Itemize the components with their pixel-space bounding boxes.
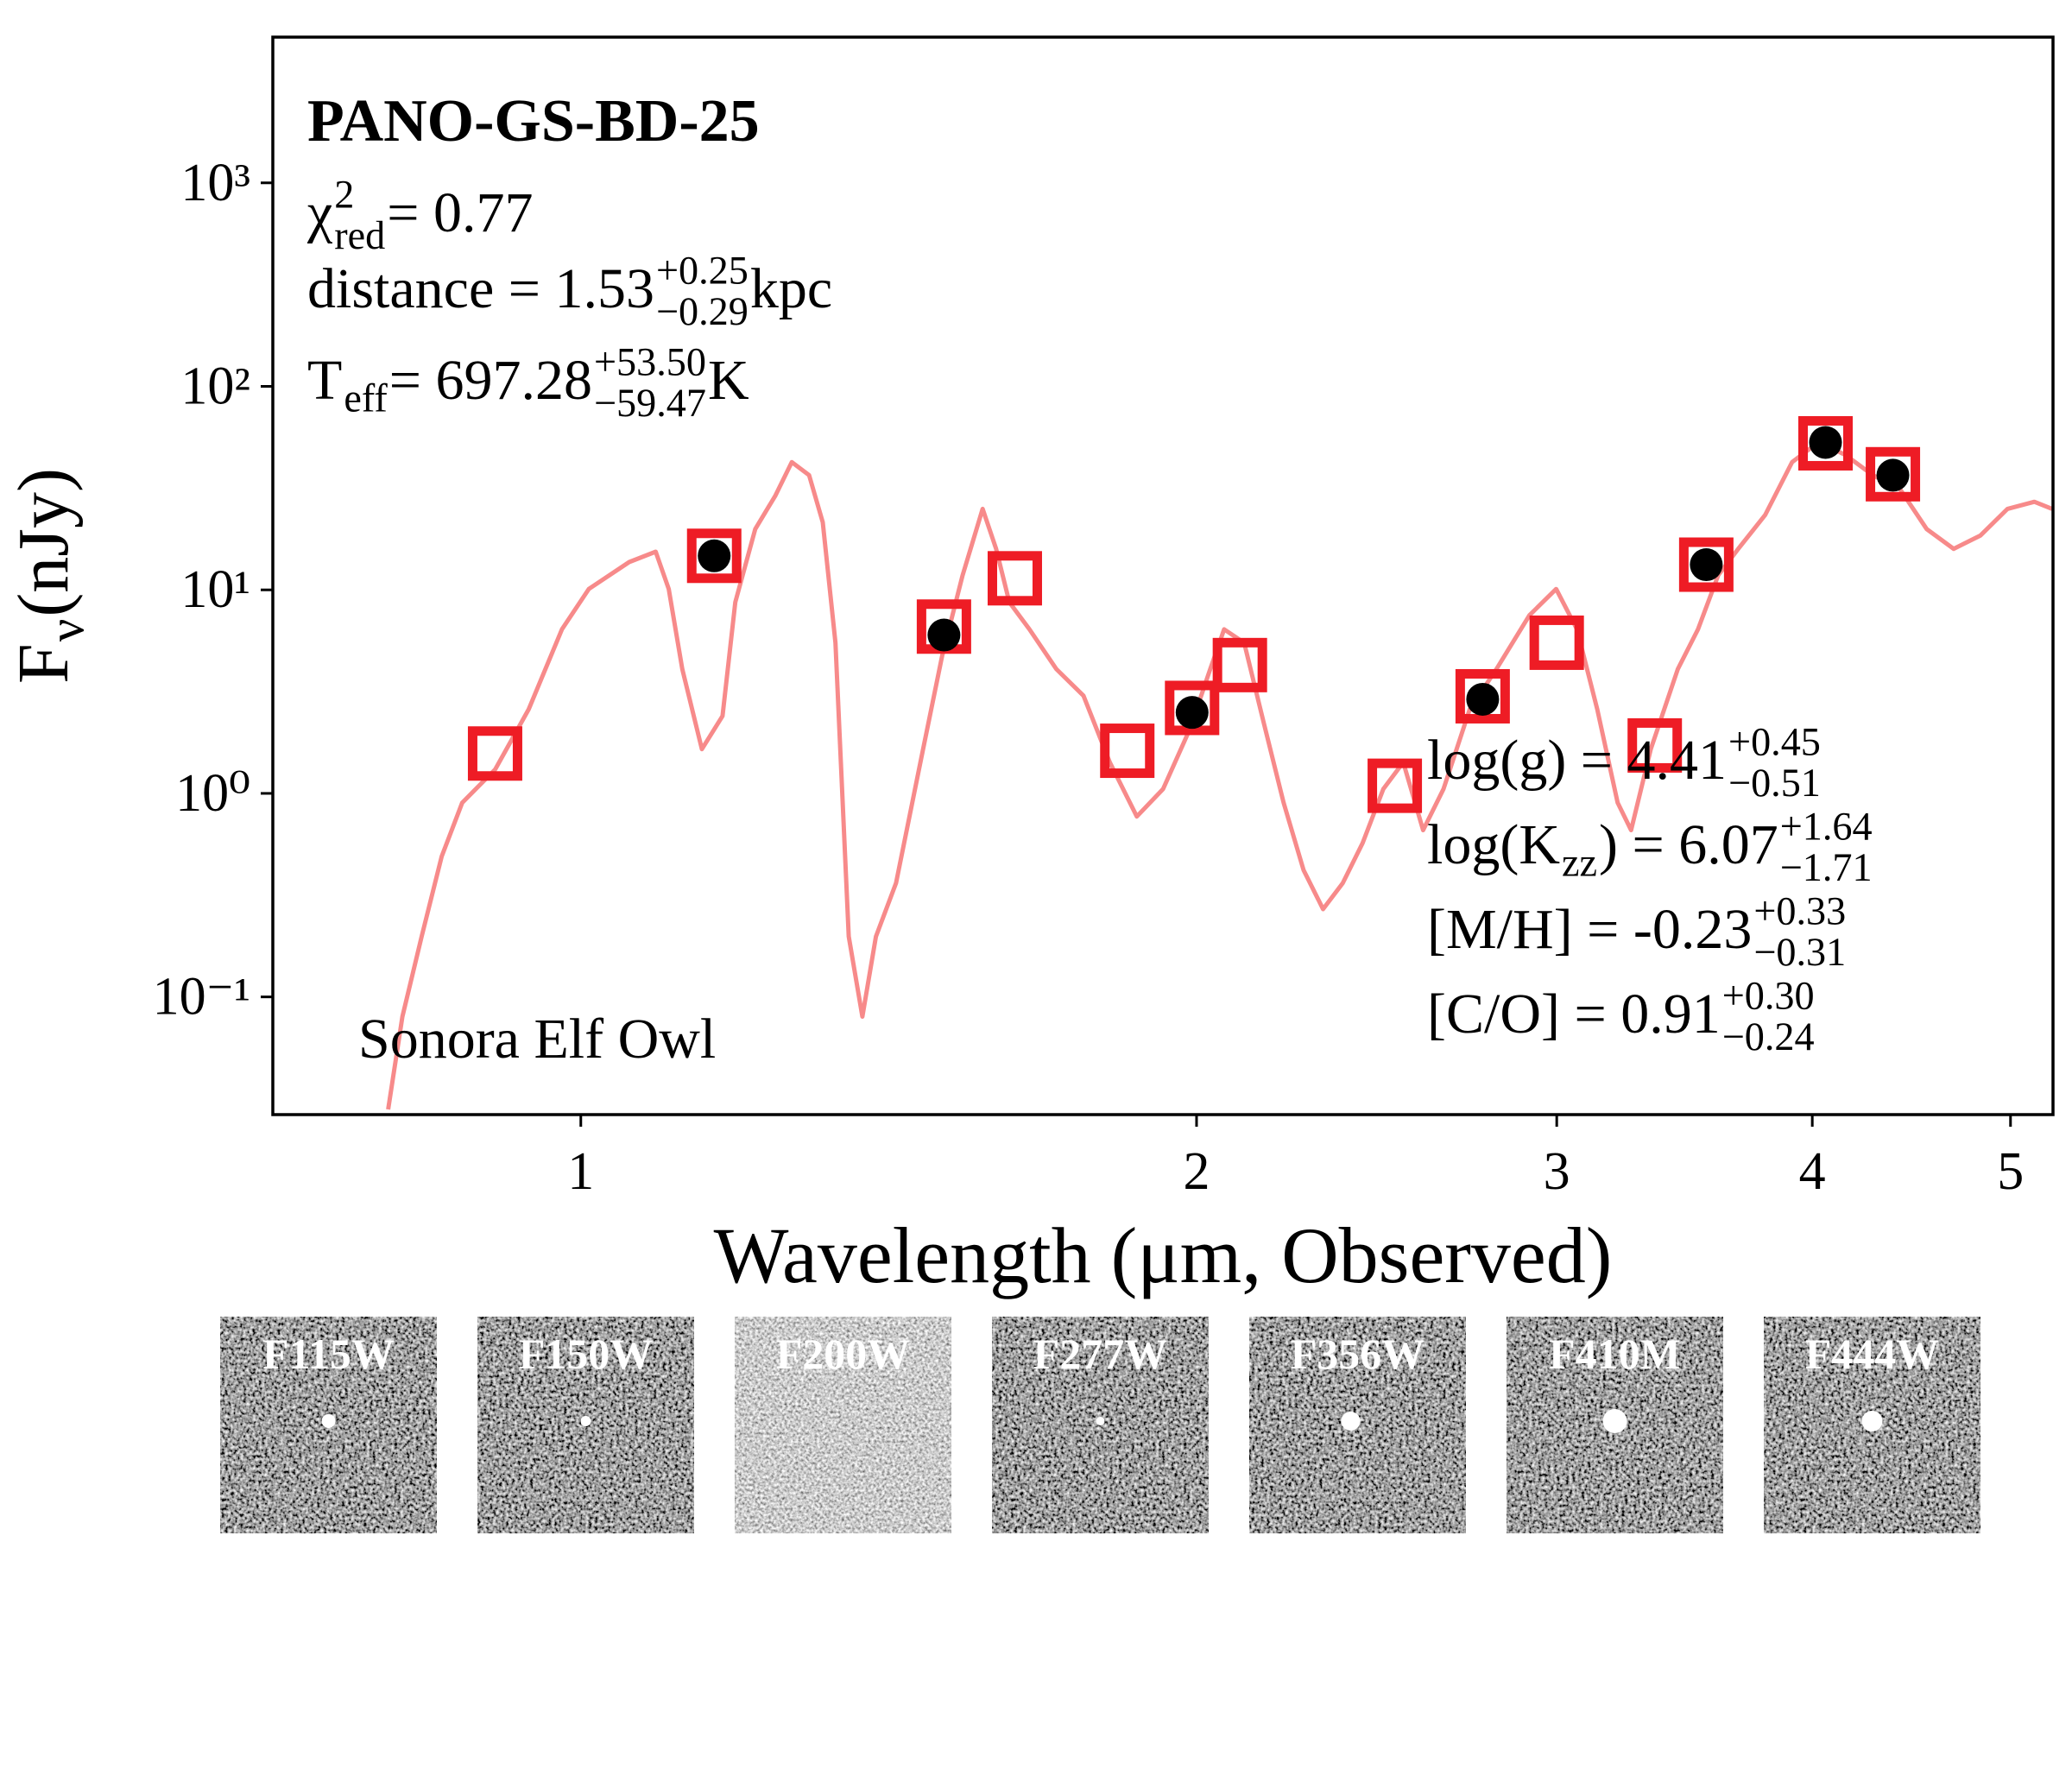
superscript: +0.25 — [656, 248, 749, 292]
observed-photometry — [1809, 426, 1842, 459]
subscript: ν — [38, 619, 94, 642]
text-part: μm — [1137, 1211, 1241, 1299]
observed-photometry — [927, 618, 961, 652]
text-part: kpc — [750, 257, 832, 320]
text-part: F — [3, 643, 84, 684]
y-tick-label: 10⁻¹ — [153, 968, 250, 1027]
cutout-label: F200W — [776, 1330, 911, 1378]
cutout-label: F277W — [1033, 1330, 1168, 1378]
subscript: −0.51 — [1728, 761, 1821, 805]
y-tick-label: 10¹ — [180, 560, 250, 619]
text-part: [M/H] = -0.23 — [1427, 898, 1752, 961]
cutout-label: F444W — [1805, 1330, 1940, 1378]
text-part: T — [307, 349, 342, 412]
source — [1096, 1417, 1105, 1425]
model-photometry — [467, 726, 522, 781]
x-tick-label: 2 — [1183, 1142, 1210, 1201]
superscript: 2 — [334, 172, 354, 216]
model-photometry — [1529, 615, 1584, 670]
model-photometry — [1165, 680, 1220, 736]
source — [321, 1414, 336, 1428]
plot-area — [386, 415, 2053, 1110]
plot-frame — [271, 35, 2055, 1116]
superscript: +53.50 — [594, 339, 706, 383]
text-part: K — [708, 349, 749, 412]
cutout-row: F115W F150W F200W F277W F356W F410M F444W — [220, 1317, 1980, 1533]
observed-photometry — [698, 539, 731, 572]
text-part: log(K — [1427, 813, 1560, 876]
cutout-label: F115W — [262, 1330, 395, 1378]
text-part: Wavelength ( — [714, 1211, 1138, 1299]
observed-photometry — [1876, 458, 1910, 492]
observed-photometry — [1175, 696, 1209, 730]
subscript: zz — [1562, 841, 1597, 885]
text-part: , Observed) — [1241, 1211, 1612, 1299]
observed-photometry — [1690, 548, 1723, 582]
model-photometry — [686, 528, 742, 584]
model-photometry — [1212, 637, 1267, 692]
text-part: χ — [306, 181, 332, 244]
x-tick-label: 3 — [1544, 1142, 1570, 1201]
x-axis-label: Wavelength (μm, Observed) — [714, 1211, 1613, 1299]
superscript: +0.30 — [1722, 973, 1815, 1017]
x-tick-label: 4 — [1799, 1142, 1826, 1201]
x-tick-label: 5 — [1997, 1142, 2024, 1201]
source — [1341, 1412, 1361, 1431]
text-part: log(g) = 4.41 — [1427, 729, 1727, 792]
model-photometry — [1627, 717, 1683, 773]
superscript: +0.45 — [1728, 719, 1821, 763]
x-tick-label: 1 — [567, 1142, 594, 1201]
cutout-label: F410M — [1549, 1330, 1681, 1378]
subscript: −0.29 — [656, 289, 749, 333]
subscript: −0.24 — [1722, 1014, 1815, 1058]
model-photometry — [1100, 724, 1155, 779]
y-tick-label: 10² — [180, 357, 250, 415]
subscript: −59.47 — [594, 381, 706, 425]
cutout-image — [735, 1317, 951, 1533]
cutout-label: F150W — [519, 1330, 654, 1378]
cutout-label: F356W — [1291, 1330, 1425, 1378]
model-photometry — [1797, 415, 1853, 471]
subscript: −0.31 — [1753, 930, 1846, 974]
model-photometry — [987, 551, 1042, 606]
text-part: = 697.28 — [389, 349, 592, 412]
text-part: Sonora Elf Owl — [358, 1008, 716, 1071]
source — [580, 1416, 591, 1426]
y-tick-label: 10³ — [180, 154, 250, 212]
text-part: [C/O] = 0.91 — [1427, 983, 1721, 1046]
subscript: eff — [344, 376, 388, 420]
source — [1602, 1409, 1627, 1433]
model-photometry — [1455, 668, 1510, 724]
y-tick-label: 10⁰ — [175, 764, 250, 823]
superscript: +0.33 — [1753, 888, 1846, 932]
subscript: red — [334, 213, 385, 257]
superscript: +1.64 — [1780, 804, 1873, 848]
text-part: distance = 1.53 — [307, 257, 654, 320]
model-photometry — [1866, 446, 1921, 502]
y-axis-label: Fν (nJy) — [3, 468, 94, 684]
observed-photometry — [1466, 682, 1500, 716]
source — [1861, 1411, 1883, 1431]
subscript: −1.71 — [1780, 845, 1873, 889]
model-photometry — [1678, 537, 1734, 592]
text-part: ) = 6.07 — [1599, 813, 1778, 876]
text-part: (nJy) — [3, 468, 84, 617]
chart-title: PANO-GS-BD-25 — [307, 88, 760, 155]
model-photometry — [1368, 758, 1423, 813]
text-part: = 0.77 — [387, 181, 533, 244]
